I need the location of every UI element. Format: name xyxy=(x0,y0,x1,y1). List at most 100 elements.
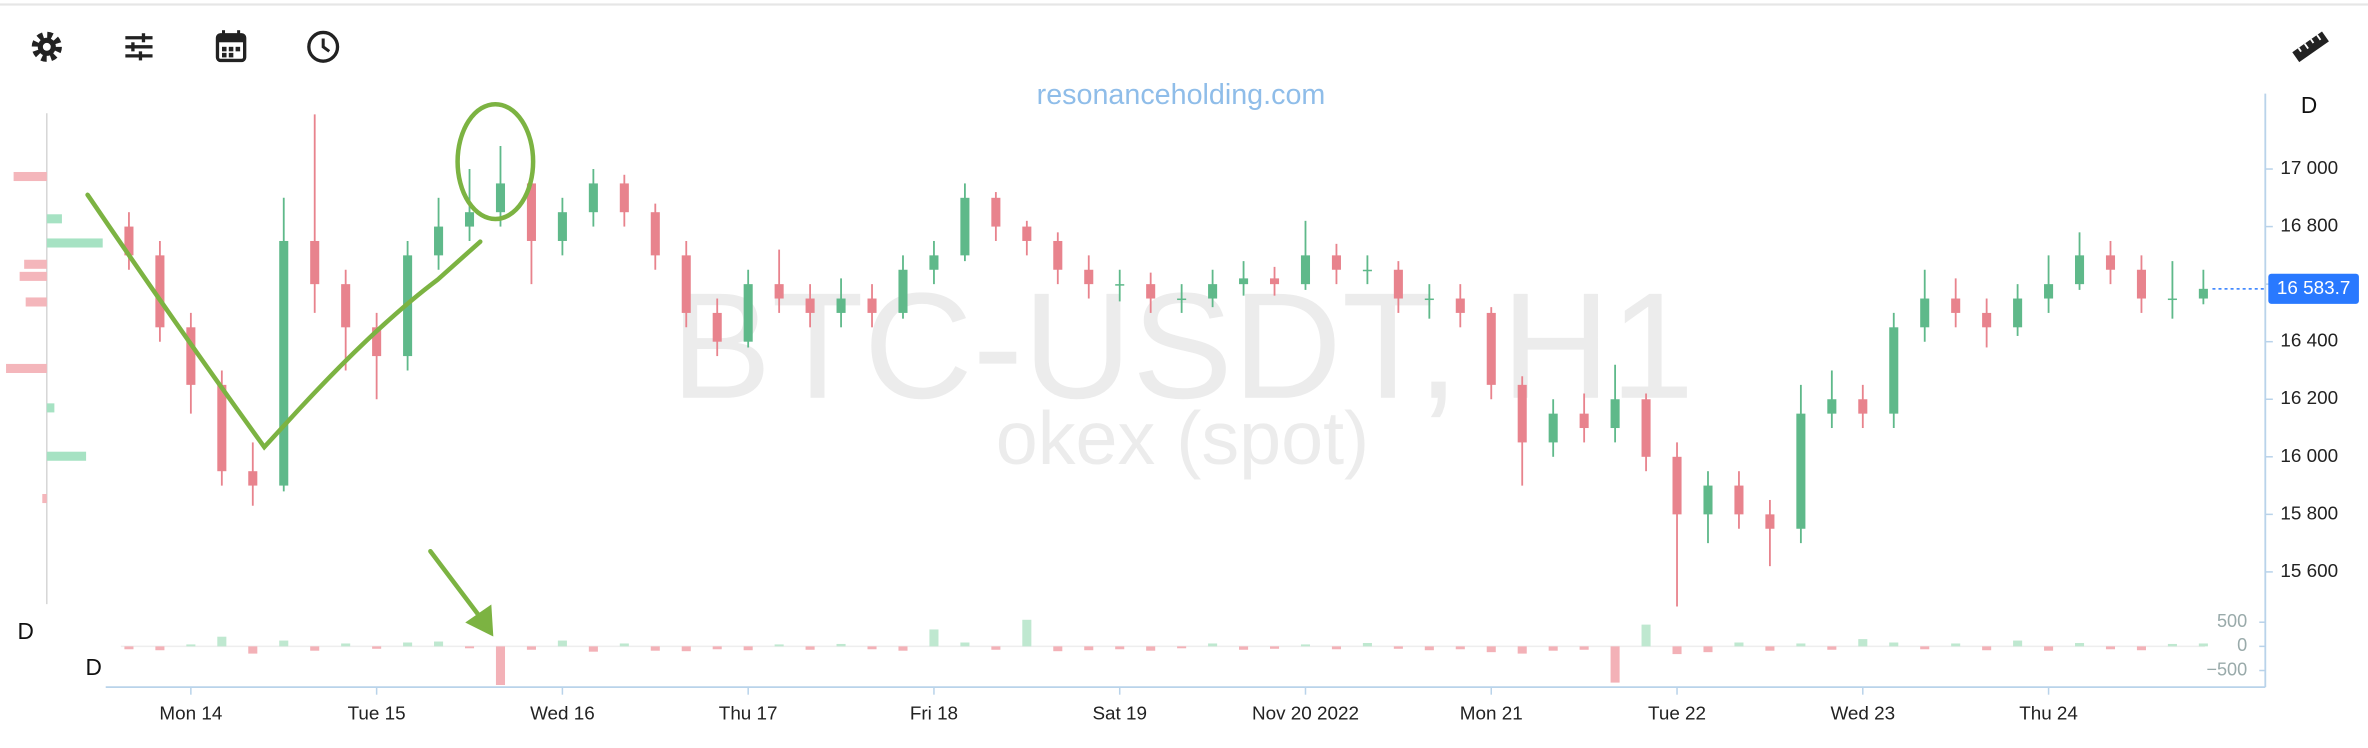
watermark: resonanceholding.com xyxy=(1037,79,1326,111)
candle-body xyxy=(434,226,444,256)
candle-body xyxy=(2198,288,2208,299)
candle-body xyxy=(898,269,908,313)
volume-bar xyxy=(1734,642,1744,647)
last-price-box xyxy=(2268,273,2359,304)
candle-body xyxy=(2167,298,2177,301)
candle-body xyxy=(1393,269,1403,299)
ruler-icon[interactable] xyxy=(2292,31,2329,63)
x-tick-label: Mon 21 xyxy=(1460,702,1523,723)
candle-body xyxy=(1765,514,1775,529)
volume-bar xyxy=(279,640,289,647)
candle-body xyxy=(495,183,506,213)
candle-body xyxy=(681,255,691,313)
volume-bar xyxy=(991,646,1001,650)
volume-bar xyxy=(681,646,691,652)
candle-body xyxy=(1269,278,1280,285)
interval-label: D xyxy=(2301,92,2317,118)
interval-label: D xyxy=(85,654,101,680)
volume-bar xyxy=(1641,624,1651,647)
volume-bar xyxy=(217,636,227,647)
volume-bar xyxy=(1765,646,1775,651)
profile-bar xyxy=(46,238,103,248)
volume-bar xyxy=(434,641,444,647)
volume-bar xyxy=(1239,646,1249,650)
volume-bar xyxy=(1269,646,1280,649)
candle-body xyxy=(1579,413,1589,429)
candle-body xyxy=(2013,298,2023,328)
x-tick-label: Thu 24 xyxy=(2019,702,2078,723)
volume-bar xyxy=(2013,640,2023,647)
volume-bar xyxy=(1053,646,1063,652)
y-tick-label: 16 800 xyxy=(2280,215,2338,236)
volume-bar xyxy=(1579,646,1589,650)
volume-bar xyxy=(743,646,753,651)
annotations xyxy=(85,101,536,637)
candle-body xyxy=(991,197,1001,227)
volume-bar xyxy=(1146,646,1156,651)
volume-bar xyxy=(1548,646,1558,651)
annotation-line xyxy=(85,192,483,451)
profile-bar xyxy=(46,451,87,461)
volume-bar xyxy=(1858,639,1868,647)
candle-body xyxy=(186,327,196,385)
calendar-icon[interactable] xyxy=(215,30,247,63)
profile-bar xyxy=(19,271,47,281)
volume-bar xyxy=(124,646,134,650)
profile-bar xyxy=(24,259,47,269)
profile-bar xyxy=(46,403,55,413)
volume-bar xyxy=(310,646,320,651)
candle-body xyxy=(1610,399,1620,429)
volume-bar xyxy=(526,646,536,650)
candle-body xyxy=(248,471,258,486)
volume-bar xyxy=(2167,643,2177,647)
candle-body xyxy=(341,284,351,328)
chart-subtitle: okex (spot) xyxy=(996,396,1369,480)
volume-bar xyxy=(1951,643,1961,647)
candle-body xyxy=(1889,327,1899,414)
volume-bar xyxy=(2136,646,2146,651)
candle-body xyxy=(1146,284,1156,299)
volume-tick-label: −500 xyxy=(2206,659,2247,679)
annotation-circle xyxy=(455,101,536,222)
candle-body xyxy=(1331,255,1341,270)
x-tick-label: Fri 18 xyxy=(910,702,958,723)
profile-bar xyxy=(42,494,47,504)
volume-bar xyxy=(1982,646,1992,651)
volume-bar xyxy=(1486,646,1496,653)
volume-bar xyxy=(712,646,722,650)
candle-body xyxy=(1053,240,1063,270)
y-tick-label: 15 600 xyxy=(2280,560,2338,581)
candle-body xyxy=(217,384,227,472)
candle-body xyxy=(2105,255,2116,270)
candle-body xyxy=(1239,278,1249,285)
candle-body xyxy=(588,183,598,213)
clock-icon[interactable] xyxy=(307,30,340,63)
candle-body xyxy=(650,212,660,256)
y-tick-label: 15 800 xyxy=(2280,502,2338,523)
volume-bar xyxy=(155,646,165,651)
candle-body xyxy=(1796,413,1806,529)
x-tick-label: Tue 22 xyxy=(1648,702,1706,723)
volume-bar xyxy=(650,646,660,651)
profile-bar xyxy=(46,214,62,224)
volume-bar xyxy=(341,643,351,647)
candle-body xyxy=(1486,312,1496,385)
volume-bar xyxy=(1455,646,1465,650)
candle-body xyxy=(1734,485,1744,515)
candle-body xyxy=(1858,399,1868,414)
profile-bar xyxy=(13,171,47,182)
candle-body xyxy=(1177,298,1187,301)
indicators-icon[interactable] xyxy=(125,33,153,61)
candle-body xyxy=(526,183,536,241)
candle-body xyxy=(1084,269,1094,285)
candle-body xyxy=(867,298,877,313)
profile-bar xyxy=(25,297,47,307)
y-tick-label: 16 000 xyxy=(2280,445,2338,466)
x-tick-label: Sat 19 xyxy=(1092,702,1147,723)
volume-bar xyxy=(1517,646,1527,654)
volume-bar xyxy=(1920,646,1930,650)
volume-bar xyxy=(495,646,506,686)
volume-bar xyxy=(1827,646,1837,650)
